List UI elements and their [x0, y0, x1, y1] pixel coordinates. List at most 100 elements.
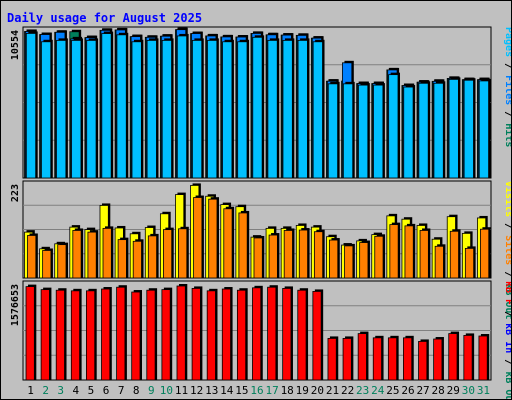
bar-kbytes-day-6-face	[101, 288, 111, 381]
bar-sites-day-22-face	[344, 245, 354, 279]
bar-kbytes-day-28	[433, 337, 444, 381]
bar-kbytes-day-30	[463, 333, 475, 381]
bar-kbytes-day-19	[297, 288, 309, 381]
bar-kbytes-day-30-face	[463, 335, 473, 381]
bar-pages-day-7-face	[116, 34, 127, 179]
bar-sites-day-15	[238, 210, 250, 279]
bar-sites-day-24-face	[374, 235, 384, 279]
bar-kbytes-day-12	[191, 286, 203, 381]
bar-pages-day-25-face	[388, 74, 399, 179]
bar-pages-day-16-face	[252, 36, 263, 179]
x-tick-label: 10	[160, 384, 173, 397]
legend-part-4: kB Out	[503, 283, 511, 319]
bar-pages-day-1-face	[25, 33, 37, 179]
bar-pages-day-26	[403, 85, 416, 179]
bar-pages-day-17	[267, 38, 280, 179]
bar-pages-day-29-face	[448, 78, 459, 179]
bar-pages-day-20	[312, 39, 325, 179]
bar-kbytes-day-14-face	[221, 288, 231, 381]
panel-bottom: 1576653 kB F / kB In / kB Out	[10, 280, 511, 399]
bar-kbytes-day-5-face	[86, 290, 96, 381]
bar-kbytes-day-26	[403, 335, 414, 381]
x-tick-label: 24	[371, 384, 385, 397]
bar-kbytes-day-7	[116, 285, 127, 381]
bar-pages-day-29	[448, 77, 461, 179]
bar-pages-day-24-face	[373, 84, 384, 179]
bar-pages-day-25	[388, 72, 401, 179]
bar-pages-day-15	[237, 39, 250, 179]
panel-top-y-max-label: 10554	[10, 30, 21, 60]
bar-kbytes-day-26-face	[403, 337, 413, 381]
bar-sites-day-11-face	[178, 228, 188, 279]
bar-kbytes-day-6	[101, 287, 112, 381]
bar-pages-day-31-face	[478, 80, 489, 179]
bar-kbytes-day-4-face	[70, 290, 81, 381]
bar-pages-day-18-face	[282, 39, 293, 179]
bar-pages-day-18	[282, 38, 295, 179]
bar-pages-day-23-face	[358, 84, 369, 179]
bar-kbytes-day-1	[25, 284, 37, 381]
bar-pages-day-22	[342, 81, 355, 179]
bar-pages-day-5-face	[86, 39, 97, 179]
bar-pages-day-11	[176, 33, 189, 179]
x-tick-label: 16	[250, 384, 263, 397]
bar-sites-day-21	[329, 238, 340, 279]
bar-pages-day-21	[327, 81, 340, 179]
bar-sites-day-8	[132, 239, 144, 279]
bar-kbytes-day-23-face	[357, 333, 367, 381]
bar-kbytes-day-24	[372, 335, 384, 381]
bar-sites-day-6	[102, 226, 114, 279]
bar-pages-day-19-face	[297, 39, 308, 179]
x-tick-label: 11	[175, 384, 188, 397]
bar-kbytes-day-22	[342, 336, 354, 381]
bar-kbytes-day-2	[40, 287, 52, 381]
bar-pages-day-2-face	[41, 41, 52, 179]
legend-part-3: /	[503, 353, 511, 371]
bar-sites-day-26	[404, 223, 416, 279]
panel-bottom-right-legend: kB F / kB In / kB Out	[503, 281, 511, 399]
bar-sites-day-31	[480, 227, 491, 279]
bar-kbytes-day-4	[70, 288, 82, 381]
bar-kbytes-day-17	[267, 285, 278, 381]
x-tick-label: 2	[42, 384, 49, 397]
bar-sites-day-4	[72, 228, 84, 279]
bar-sites-day-20-face	[313, 231, 324, 279]
bar-kbytes-day-10	[161, 287, 173, 381]
bar-sites-day-28	[434, 244, 446, 279]
bar-kbytes-day-22-face	[342, 338, 352, 381]
bar-kbytes-day-18-face	[282, 288, 292, 381]
bar-kbytes-day-25-face	[387, 337, 398, 381]
panel-top-right-legend: Pages / Files / Hits	[503, 27, 511, 147]
bar-pages-day-9	[146, 38, 159, 179]
bar-sites-day-17-face	[268, 234, 278, 279]
legend-part-4: Hits	[503, 123, 511, 147]
bar-sites-day-23-face	[359, 242, 369, 279]
bar-kbytes-day-10-face	[161, 289, 171, 381]
panel-middle-right-legend: Visits / Sites / kB Out	[503, 181, 511, 319]
x-tick-label: 25	[386, 384, 399, 397]
bar-kbytes-day-14	[221, 287, 233, 381]
bar-pages-day-28	[433, 81, 446, 179]
legend-part-2: Files	[503, 75, 511, 105]
bar-kbytes-day-21	[327, 336, 339, 381]
bar-sites-day-14-face	[223, 208, 233, 279]
bar-kbytes-day-15	[236, 288, 248, 381]
bar-sites-day-30	[464, 246, 476, 279]
bar-pages-day-12-face	[191, 39, 203, 179]
legend-part-0: Visits	[503, 181, 511, 217]
bar-kbytes-day-13	[206, 288, 218, 381]
bar-sites-day-20	[313, 229, 325, 279]
bar-kbytes-day-3-face	[55, 289, 65, 381]
bar-pages-day-4-face	[71, 39, 82, 179]
x-tick-label: 4	[73, 384, 80, 397]
bar-kbytes-day-12-face	[191, 288, 201, 381]
x-tick-label: 28	[432, 384, 445, 397]
bar-sites-day-7	[117, 237, 129, 279]
bar-pages-day-13-face	[207, 39, 218, 179]
bar-pages-day-24	[373, 83, 385, 179]
bar-pages-day-15-face	[237, 41, 248, 179]
x-tick-label: 7	[118, 384, 125, 397]
bar-kbytes-day-2-face	[40, 289, 50, 381]
